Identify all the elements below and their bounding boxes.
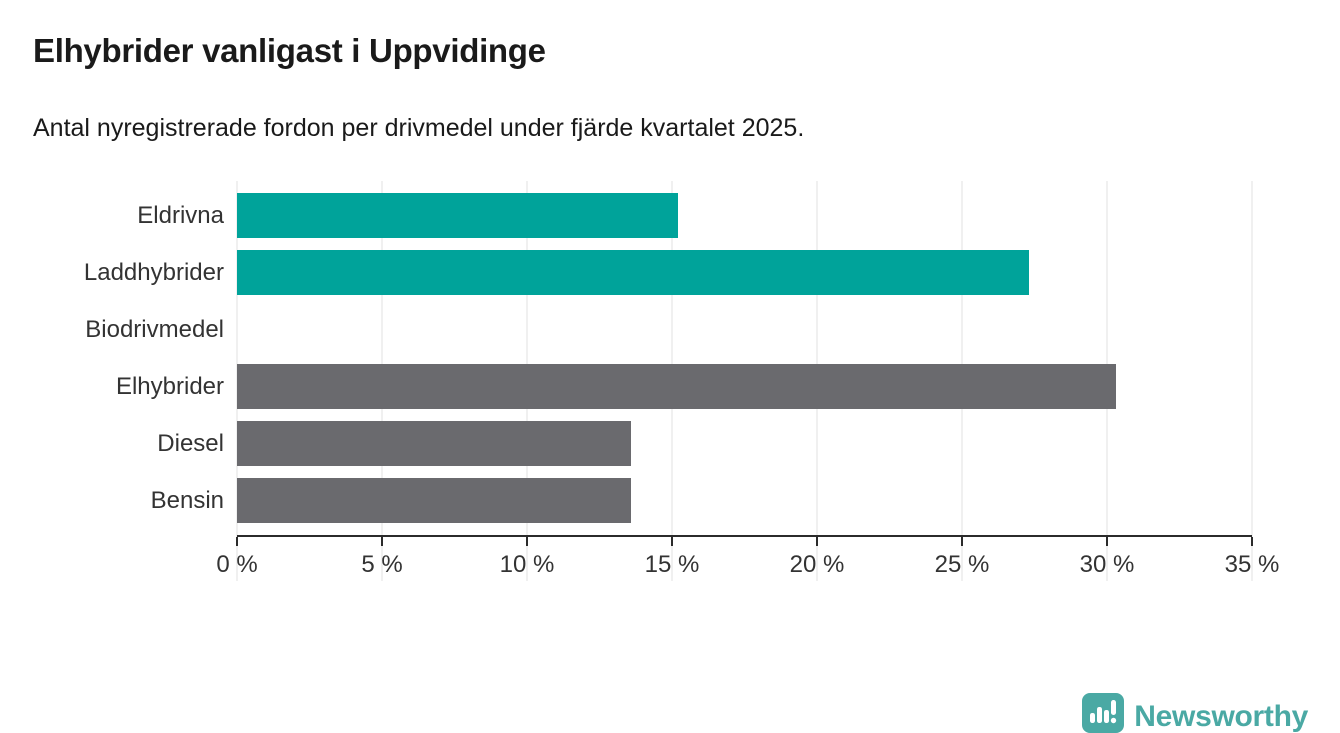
- chart-row: Diesel: [33, 415, 1252, 472]
- bar-laddhybrider: [237, 250, 1029, 295]
- category-label: Diesel: [157, 429, 224, 457]
- bar-track: [237, 193, 1252, 238]
- bar-eldrivna: [237, 193, 678, 238]
- bar-track: [237, 307, 1252, 352]
- newsworthy-icon: [1082, 693, 1125, 733]
- x-axis-tick-label: 5 %: [361, 551, 403, 578]
- x-axis-tick-35: [1251, 537, 1253, 546]
- category-label: Eldrivna: [137, 201, 224, 229]
- x-axis-tick-label: 20 %: [789, 551, 845, 578]
- x-axis-tick-0: [236, 537, 238, 546]
- chart-row: Eldrivna: [33, 187, 1252, 244]
- x-axis-tick-label: 15 %: [644, 551, 700, 578]
- x-axis-tick-25: [961, 537, 963, 546]
- category-label: Biodrivmedel: [85, 315, 224, 343]
- x-axis-tick-5: [381, 537, 383, 546]
- x-axis-tick-label: 10 %: [499, 551, 555, 578]
- chart-row: Biodrivmedel: [33, 301, 1252, 358]
- chart-row: Laddhybrider: [33, 244, 1252, 301]
- x-axis-tick-30: [1106, 537, 1108, 546]
- bar-bensin: [237, 478, 632, 523]
- chart-row: Bensin: [33, 472, 1252, 529]
- category-label: Laddhybrider: [83, 258, 224, 286]
- chart-title: Elhybrider vanligast i Uppvidinge: [33, 32, 546, 69]
- x-axis-tick-label: 30 %: [1079, 551, 1135, 578]
- bar-chart: Eldrivna Laddhybrider Biodrivmedel Elhybrid…: [33, 181, 1279, 581]
- x-axis-tick-label: 35 %: [1224, 551, 1280, 578]
- bar-elhybrider: [237, 364, 1116, 409]
- chart-card: Elhybrider vanligast i Uppvidinge Antal …: [0, 32, 1340, 733]
- bar-track: [237, 421, 1252, 466]
- x-axis-tick-20: [816, 537, 818, 546]
- x-axis-tick-15: [671, 537, 673, 546]
- bar-track: [237, 364, 1252, 409]
- x-axis: 0 % 5 % 10 % 15 % 20 % 25 % 30 % 35 %: [216, 535, 1279, 581]
- category-label: Elhybrider: [115, 372, 224, 400]
- chart-subtitle: Antal nyregistrerade fordon per drivmede…: [33, 114, 805, 142]
- x-axis-tick-label: 0 %: [216, 551, 258, 578]
- category-label: Bensin: [150, 486, 224, 514]
- x-axis-tick-10: [526, 537, 528, 546]
- newsworthy-logo: Newsworthy: [1082, 693, 1308, 733]
- chart-row: Elhybrider: [33, 358, 1252, 415]
- x-axis-tick-label: 25 %: [934, 551, 990, 578]
- bar-diesel: [237, 421, 632, 466]
- bar-track: [237, 478, 1252, 523]
- newsworthy-wordmark: Newsworthy: [1134, 700, 1308, 733]
- bar-track: [237, 250, 1252, 295]
- chart-rows: Eldrivna Laddhybrider Biodrivmedel Elhybrid…: [33, 181, 1252, 535]
